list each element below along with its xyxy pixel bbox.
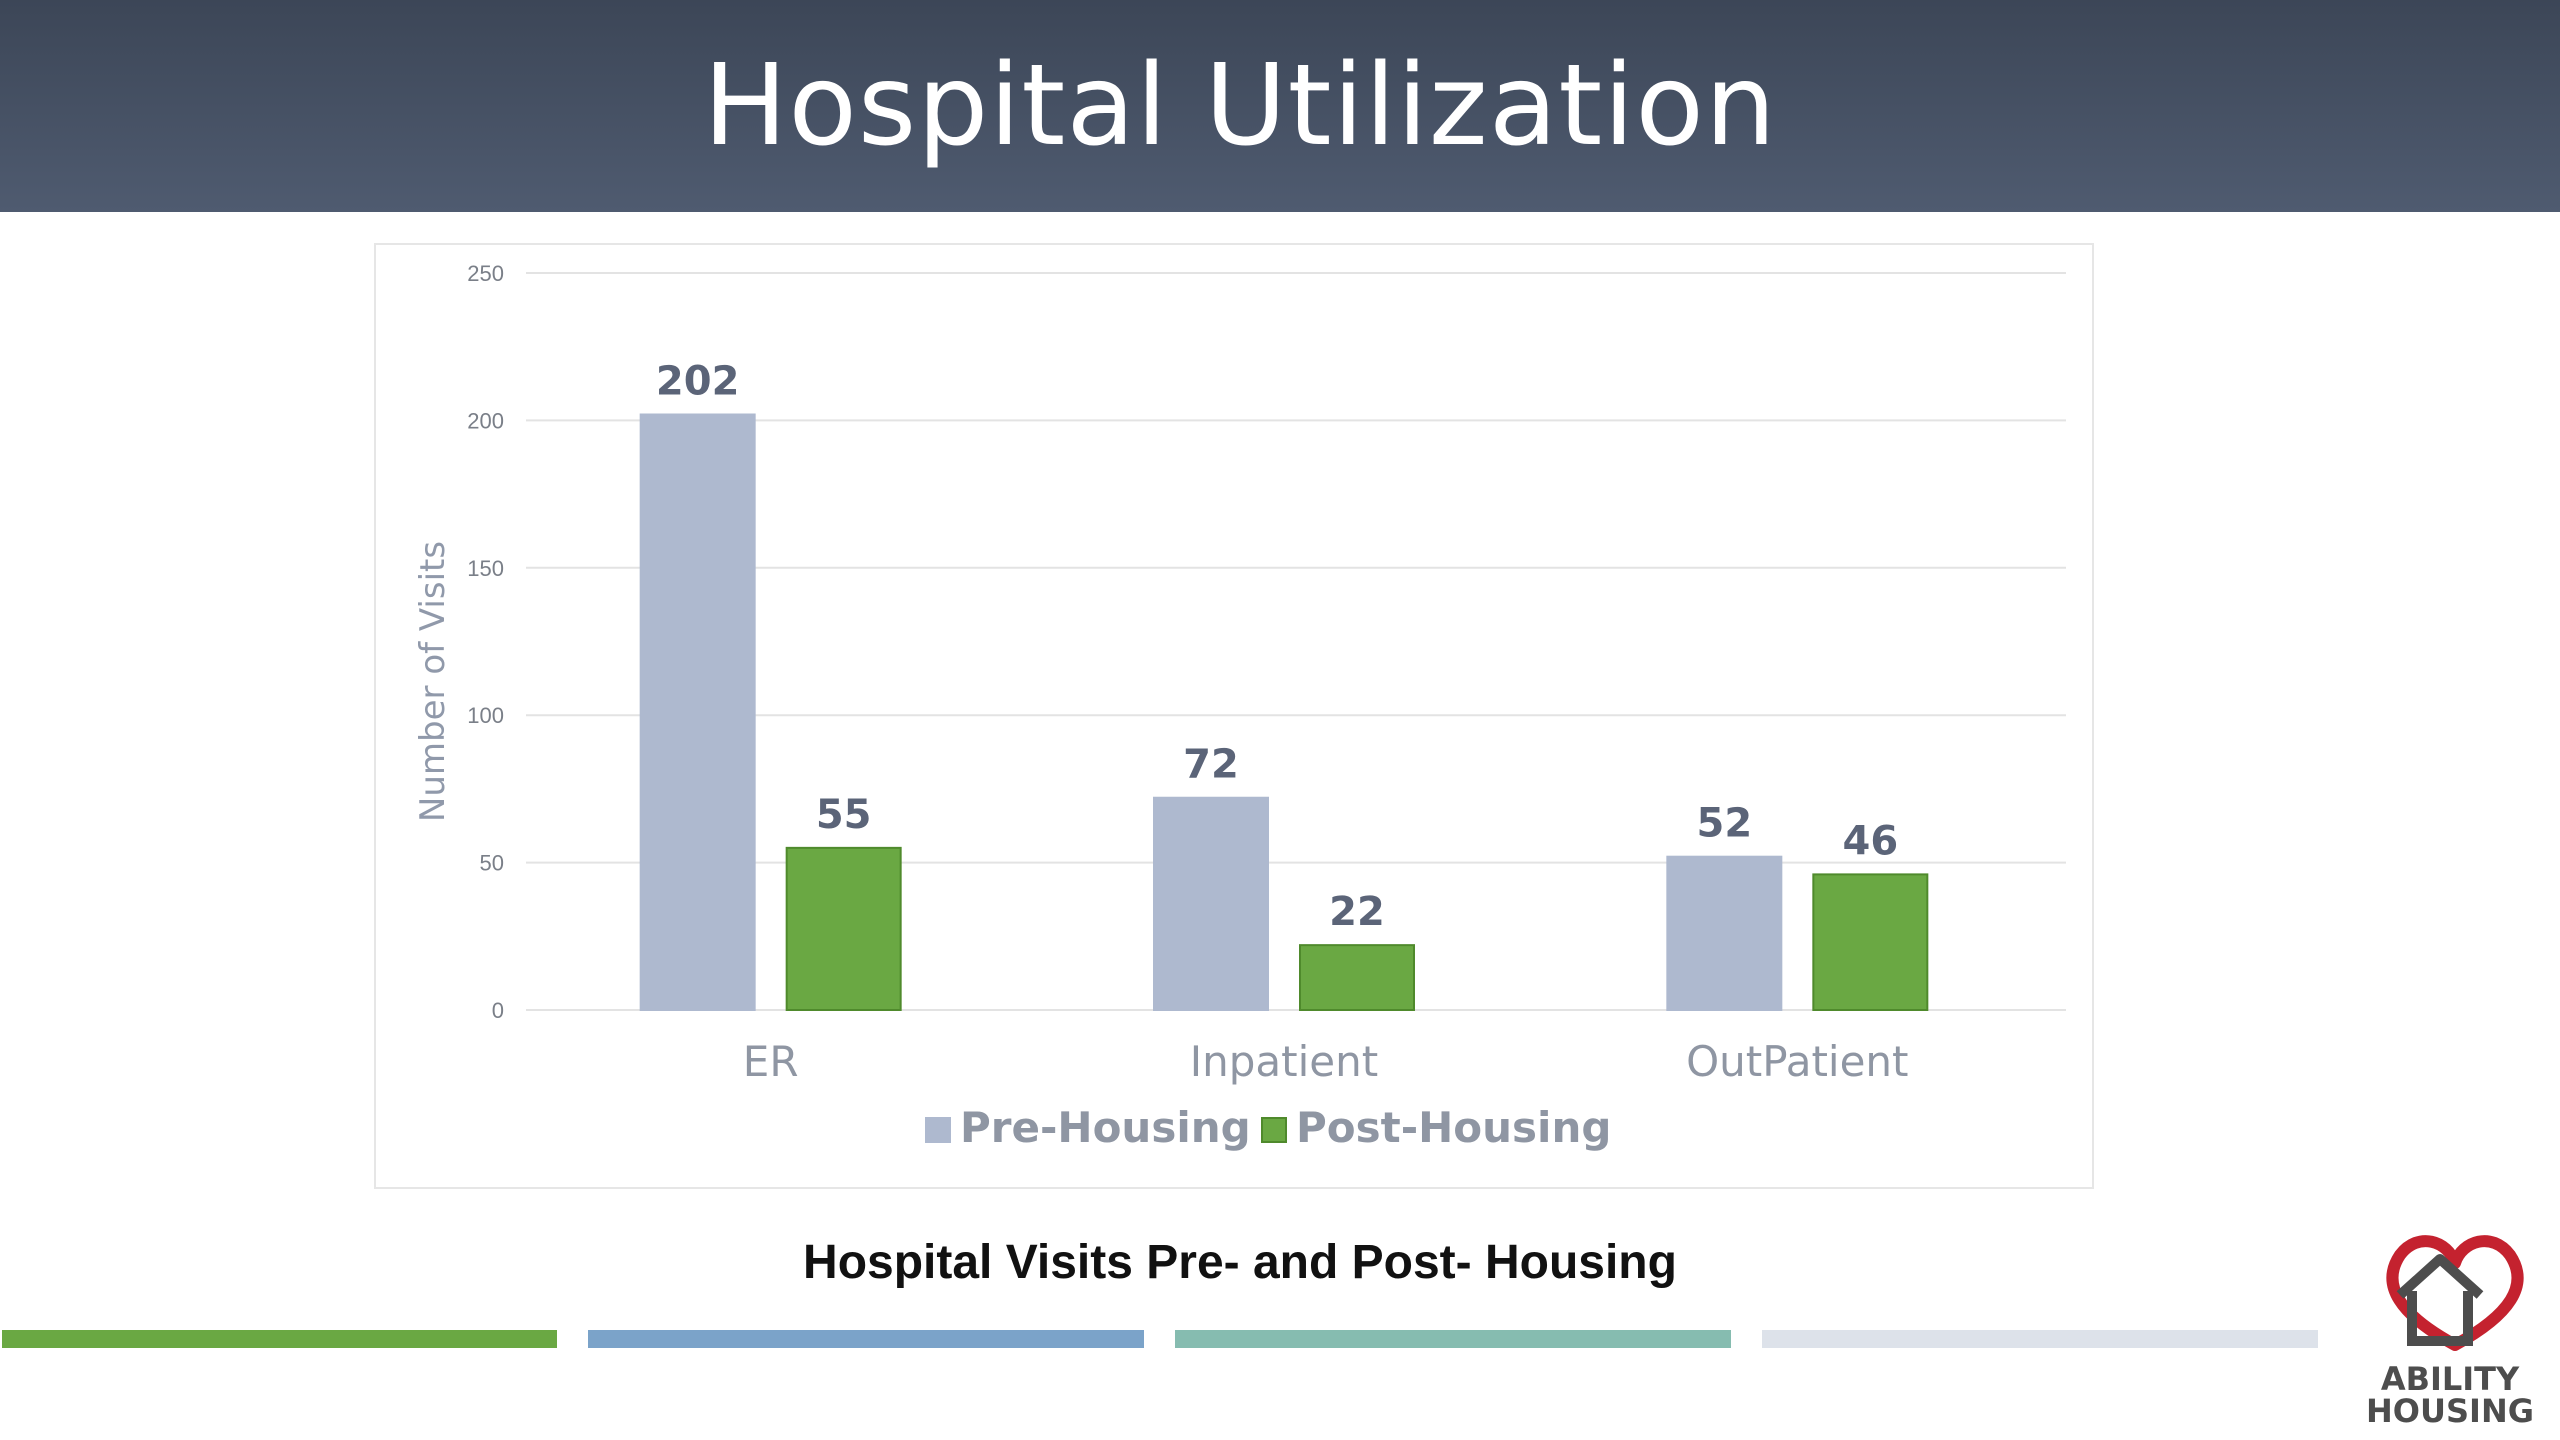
stripe-light xyxy=(1762,1330,2318,1348)
ability-housing-logo: ABILITY HOUSING xyxy=(2360,1235,2540,1435)
logo-line-2: HOUSING xyxy=(2366,1392,2534,1430)
data-label: 46 xyxy=(1842,818,1898,864)
legend-swatch-post xyxy=(1261,1117,1287,1143)
logo-line-1: ABILITY xyxy=(2380,1360,2520,1398)
y-tick-label: 250 xyxy=(467,261,504,286)
y-axis-label: Number of Visits xyxy=(413,541,453,822)
chart-frame: 0 50 100 150 200 250 Number of Visits 202 55 ER 72… xyxy=(374,243,2094,1189)
stripe-teal xyxy=(1175,1330,1731,1348)
chart-caption: Hospital Visits Pre- and Post- Housing xyxy=(803,1236,1677,1289)
bar-outpatient-pre xyxy=(1666,855,1783,1011)
header-bar: Hospital Utilization xyxy=(0,0,2560,212)
data-label: 202 xyxy=(656,359,740,405)
data-label: 22 xyxy=(1329,889,1385,935)
y-tick-label: 100 xyxy=(467,703,504,728)
y-tick-label: 200 xyxy=(467,408,504,433)
bar-inpatient-post xyxy=(1299,944,1415,1011)
data-label: 52 xyxy=(1696,801,1752,847)
y-tick-label: 150 xyxy=(467,556,504,581)
x-category-label: Inpatient xyxy=(1190,1037,1378,1086)
bar-chart: 0 50 100 150 200 250 Number of Visits 202 55 ER 72… xyxy=(413,261,2066,1152)
legend-swatch-pre xyxy=(925,1117,951,1143)
bar-inpatient-pre xyxy=(1153,796,1269,1012)
legend-label-post: Post-Housing xyxy=(1296,1103,1611,1152)
bar-er-post xyxy=(785,846,902,1011)
heart-house-icon xyxy=(2386,1235,2524,1351)
stripe-blue xyxy=(588,1330,1144,1348)
stripe-green xyxy=(2,1330,557,1348)
bar-outpatient-post xyxy=(1812,873,1929,1012)
x-category-label: OutPatient xyxy=(1686,1037,1908,1086)
bar-er-pre xyxy=(639,413,756,1011)
slide-title: Hospital Utilization xyxy=(703,41,1777,171)
data-label: 72 xyxy=(1183,742,1239,788)
y-tick-label: 50 xyxy=(480,851,504,876)
legend-label-pre: Pre-Housing xyxy=(960,1103,1251,1152)
x-category-label: ER xyxy=(743,1037,799,1086)
y-tick-label: 0 xyxy=(492,998,504,1023)
data-label: 55 xyxy=(816,792,872,838)
